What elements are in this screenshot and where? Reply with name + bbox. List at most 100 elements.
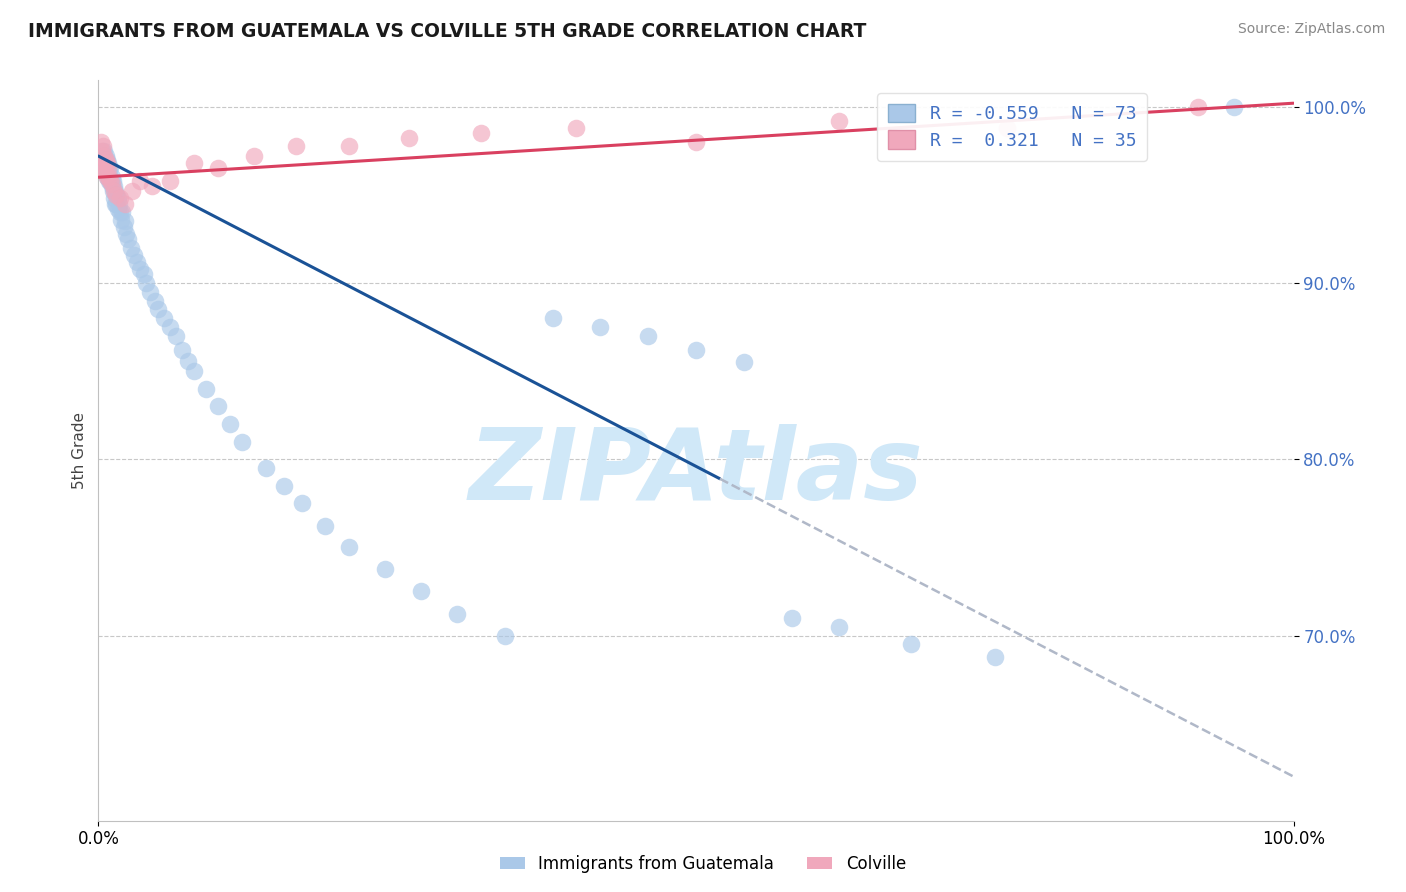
Point [90, 135, 112, 149]
Point [153, 311, 176, 326]
Point [685, 135, 707, 149]
Point [103, 179, 125, 194]
Point [91, 144, 114, 158]
Point [108, 191, 131, 205]
Point [100, 179, 122, 194]
Point [96, 161, 118, 176]
Point [96, 153, 118, 167]
Point [339, 138, 361, 153]
Point [124, 248, 146, 262]
Point [1223, 100, 1246, 114]
Point [112, 219, 135, 234]
Point [159, 320, 181, 334]
Point [637, 329, 659, 343]
Point [94, 153, 117, 167]
Point [94, 149, 117, 163]
Point [108, 205, 131, 219]
Legend: R = -0.559   N = 73, R =  0.321   N = 35: R = -0.559 N = 73, R = 0.321 N = 35 [877, 93, 1147, 161]
Point [96, 170, 118, 185]
Point [995, 120, 1018, 135]
Point [110, 212, 132, 227]
Point [219, 417, 242, 431]
Point [98, 170, 121, 185]
Point [195, 382, 218, 396]
Point [91, 144, 114, 158]
Point [541, 311, 564, 326]
Point [107, 196, 129, 211]
Point [100, 170, 122, 185]
Text: IMMIGRANTS FROM GUATEMALA VS COLVILLE 5TH GRADE CORRELATION CHART: IMMIGRANTS FROM GUATEMALA VS COLVILLE 5T… [28, 22, 866, 41]
Point [129, 174, 152, 188]
Point [97, 167, 120, 181]
Point [98, 174, 121, 188]
Point [254, 461, 277, 475]
Point [107, 191, 129, 205]
Point [114, 214, 136, 228]
Point [900, 637, 922, 651]
Point [101, 174, 124, 188]
Point [1187, 100, 1209, 114]
Point [117, 232, 139, 246]
Point [374, 561, 396, 575]
Point [207, 400, 229, 414]
Point [121, 184, 143, 198]
Point [107, 202, 129, 216]
Point [685, 343, 707, 357]
Point [165, 329, 187, 343]
Point [291, 496, 314, 510]
Point [97, 156, 120, 170]
Point [172, 343, 194, 357]
Point [494, 629, 516, 643]
Point [96, 156, 118, 170]
Point [96, 170, 118, 185]
Point [315, 519, 337, 533]
Point [98, 161, 122, 176]
Point [132, 267, 155, 281]
Point [141, 179, 163, 194]
Point [177, 353, 200, 368]
Point [284, 138, 307, 153]
Point [93, 144, 115, 158]
Point [589, 320, 612, 334]
Point [828, 113, 851, 128]
Point [97, 161, 120, 176]
Point [135, 276, 157, 290]
Point [103, 191, 125, 205]
Point [243, 149, 266, 163]
Point [143, 293, 166, 308]
Point [339, 541, 361, 555]
Point [100, 178, 122, 192]
Point [828, 620, 851, 634]
Point [103, 184, 125, 198]
Y-axis label: 5th Grade: 5th Grade [72, 412, 87, 489]
Point [98, 174, 122, 188]
Point [565, 120, 588, 135]
Point [273, 479, 295, 493]
Point [91, 138, 114, 153]
Point [183, 156, 205, 170]
Point [93, 156, 115, 170]
Point [125, 255, 148, 269]
Point [105, 187, 128, 202]
Point [98, 174, 122, 188]
Point [111, 205, 134, 219]
Point [105, 187, 128, 202]
Point [101, 184, 124, 198]
Point [733, 355, 755, 369]
Point [470, 126, 492, 140]
Point [105, 196, 128, 211]
Point [159, 174, 181, 188]
Point [91, 153, 114, 167]
Point [207, 161, 229, 176]
Point [148, 302, 170, 317]
Point [120, 241, 142, 255]
Point [104, 184, 127, 198]
Point [231, 434, 253, 449]
Point [98, 161, 121, 176]
Point [93, 161, 115, 176]
Point [411, 584, 433, 599]
Point [104, 196, 127, 211]
Point [114, 196, 136, 211]
Point [984, 649, 1007, 664]
Point [93, 149, 115, 163]
